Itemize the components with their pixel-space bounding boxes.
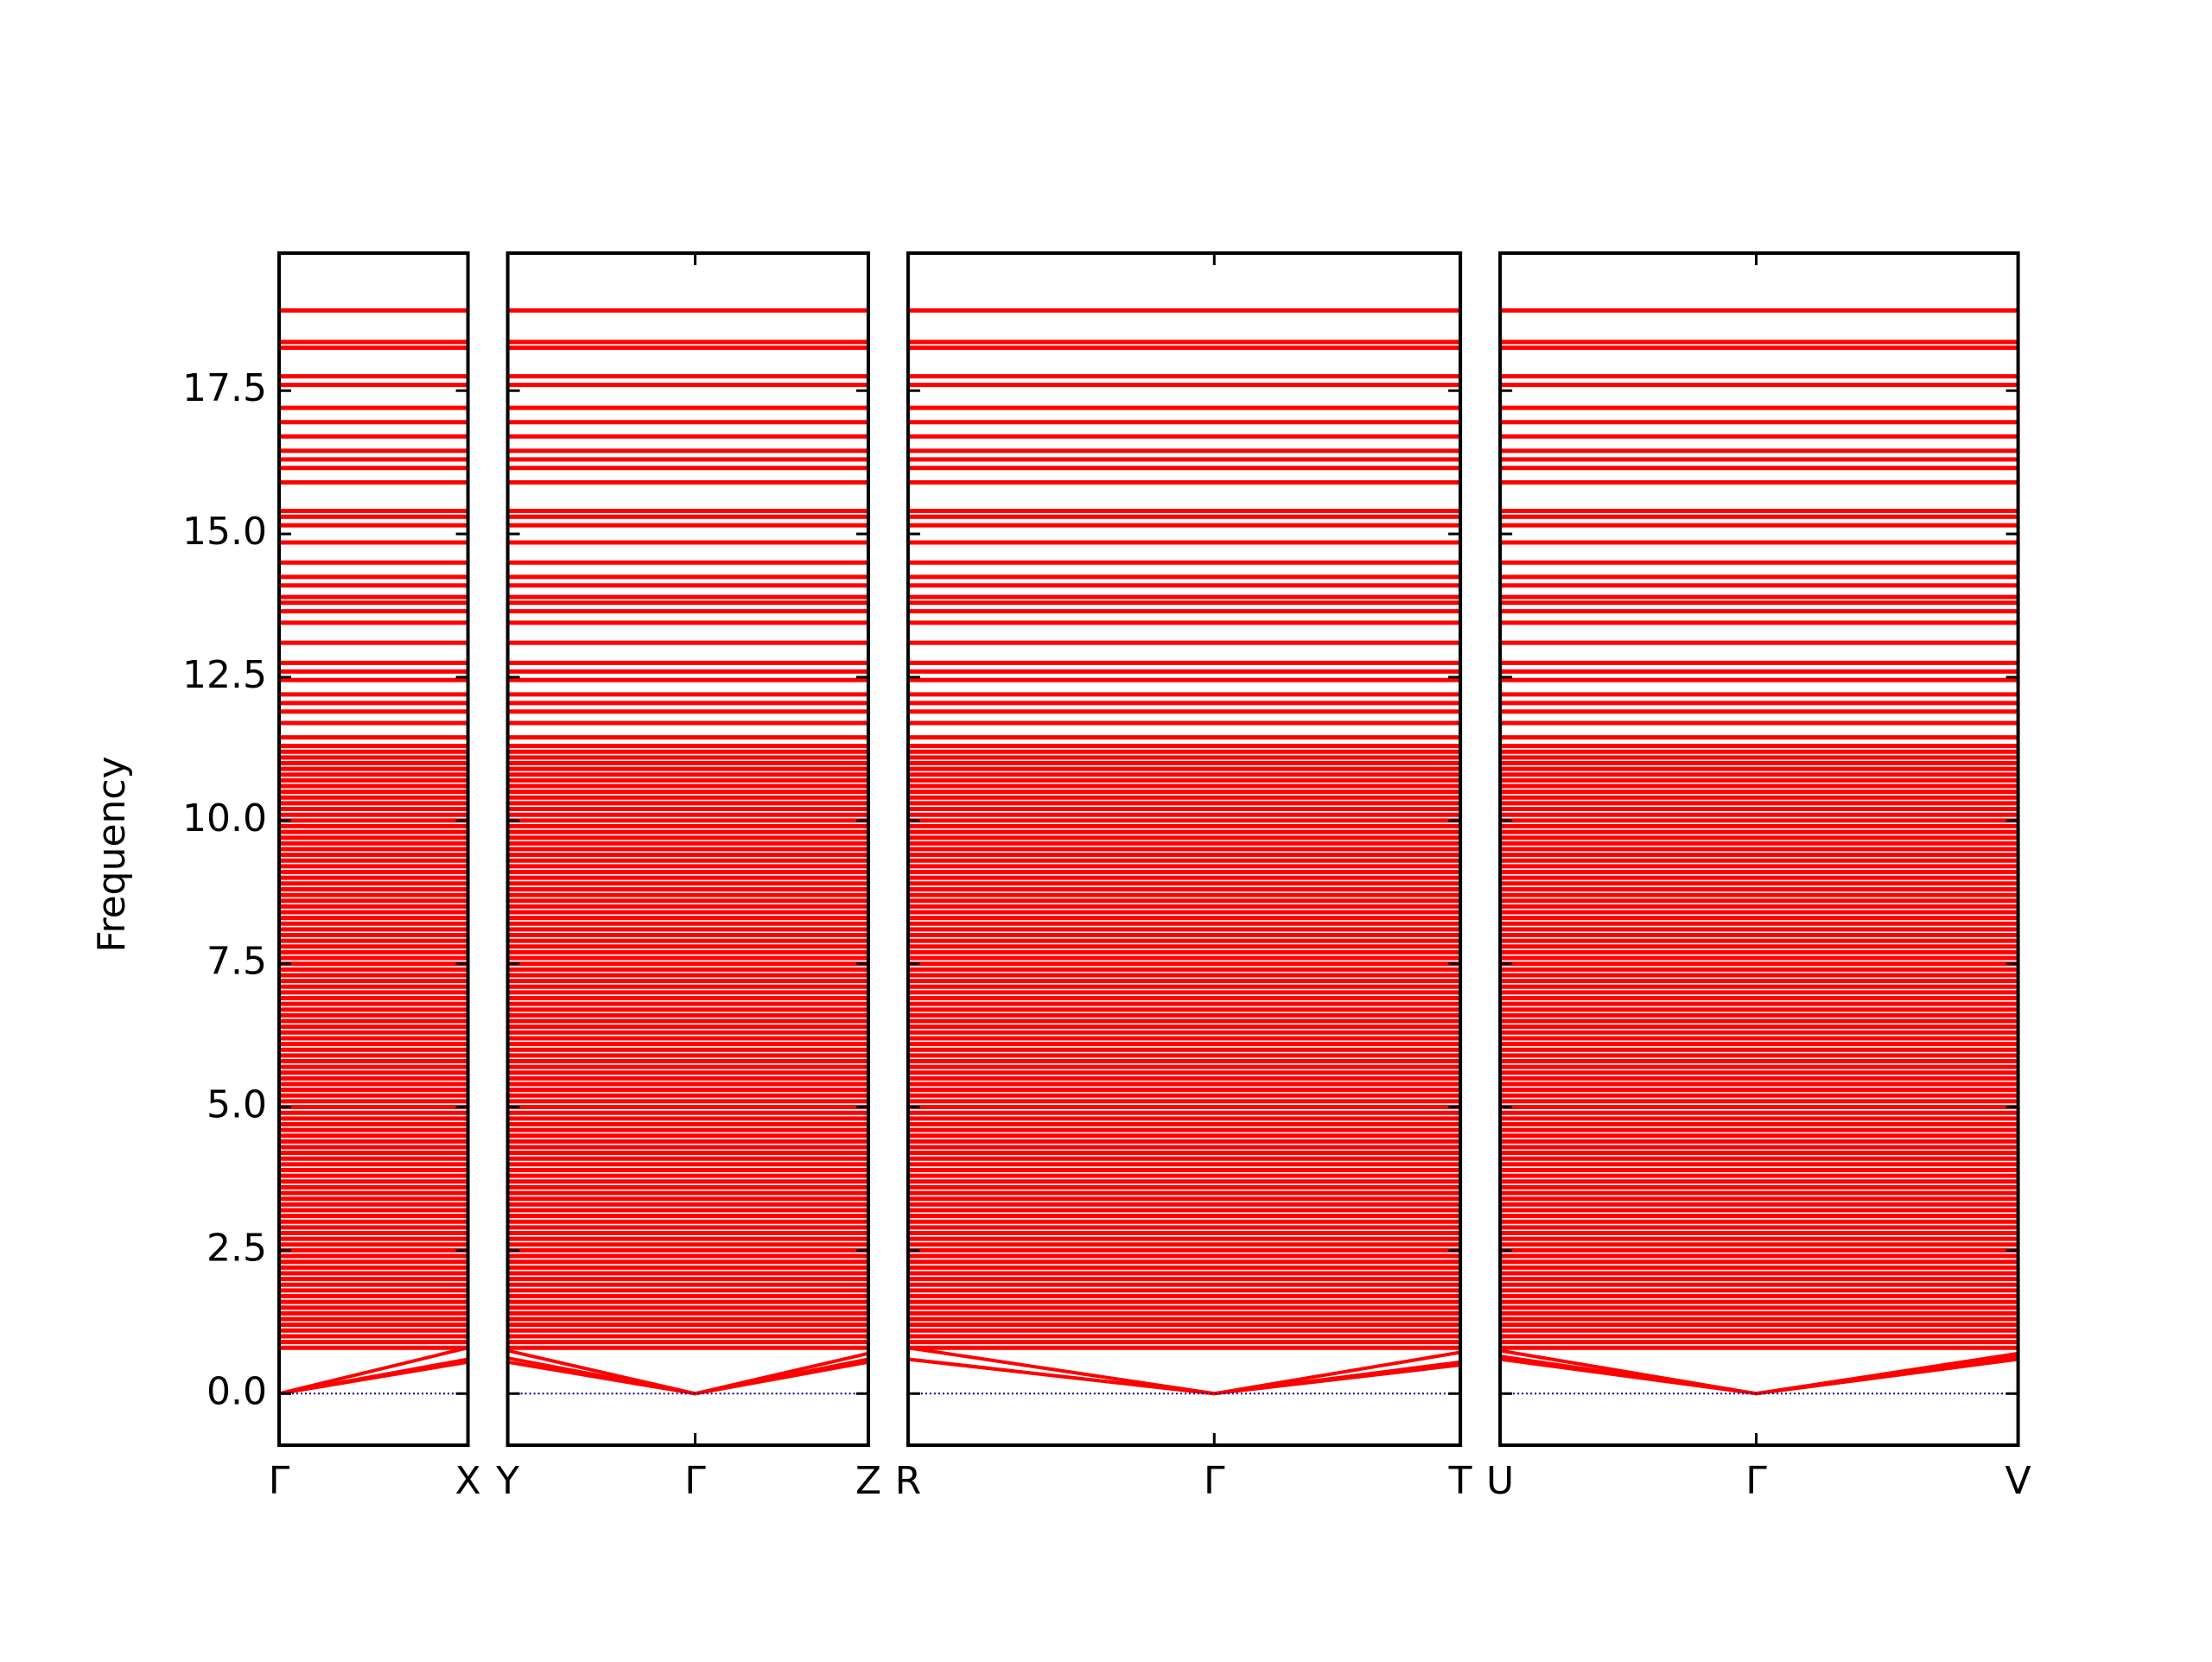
- x-tick-label: Γ: [684, 1459, 706, 1503]
- y-tick-label: 7.5: [207, 940, 267, 984]
- y-tick-label: 17.5: [182, 366, 267, 410]
- x-tick-label: R: [895, 1459, 922, 1503]
- panel-frame: [906, 251, 1463, 1447]
- branch: [907, 1346, 1461, 1396]
- y-tick-label: 2.5: [207, 1226, 267, 1270]
- branch: [278, 1346, 469, 1396]
- panel-frame: [1498, 251, 2020, 1447]
- y-tick-label: 12.5: [182, 653, 267, 697]
- x-tick-label: Γ: [269, 1459, 290, 1503]
- x-tick-label: V: [2005, 1459, 2031, 1503]
- x-tick-label: Z: [855, 1459, 881, 1503]
- branch: [278, 1357, 468, 1396]
- x-tick-label: X: [455, 1459, 481, 1503]
- y-tick-label: 10.0: [182, 796, 267, 841]
- x-tick-label: Y: [495, 1459, 519, 1503]
- panel-frame: [277, 251, 470, 1447]
- x-tick-label: U: [1486, 1459, 1514, 1503]
- y-tick-label: 15.0: [182, 510, 267, 554]
- y-tick-label: 0.0: [207, 1369, 267, 1413]
- x-tick-label: Γ: [1204, 1459, 1225, 1503]
- x-tick-label: Γ: [1745, 1459, 1767, 1503]
- y-tick-label: 5.0: [207, 1083, 267, 1127]
- x-tick-label: T: [1448, 1459, 1472, 1503]
- panel-frame: [505, 251, 870, 1447]
- branch: [1499, 1348, 2018, 1396]
- y-axis-label: Frequency: [90, 756, 134, 952]
